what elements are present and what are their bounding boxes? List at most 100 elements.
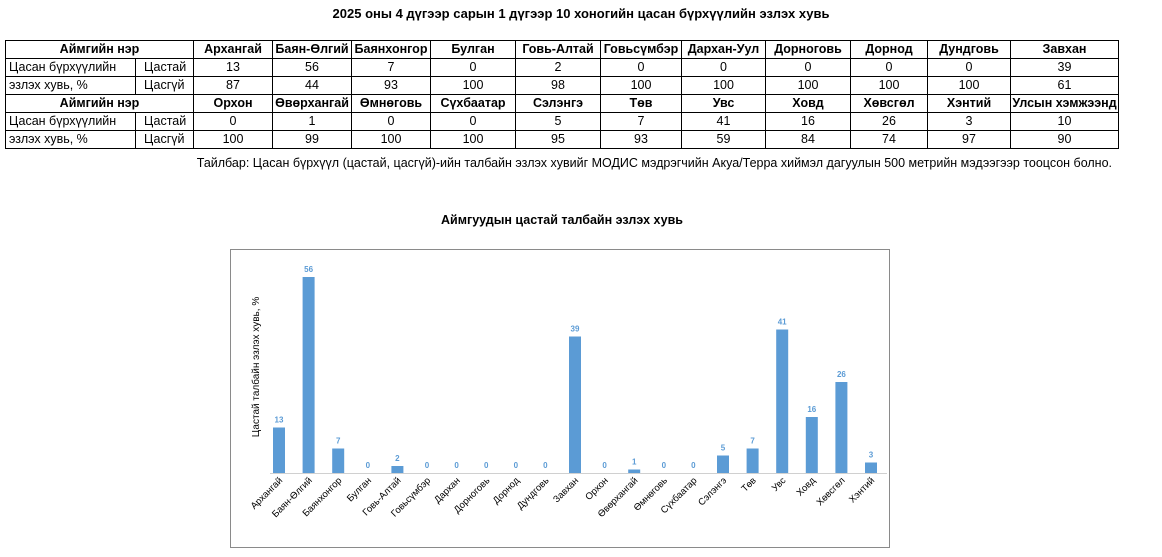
with-snow-value: 5 <box>515 112 601 131</box>
with-snow-value: 0 <box>351 112 431 131</box>
bar <box>746 448 759 473</box>
row-label-top: Цасан бүрхүүлийн <box>5 112 136 131</box>
bar <box>805 417 818 473</box>
province-name-cell: Говьсүмбэр <box>600 40 682 59</box>
bar-chart: Цастай талбайн эзлэх хувь, % 13Архангай56… <box>249 265 887 520</box>
data-label: 41 <box>778 318 787 327</box>
data-label: 26 <box>837 370 846 379</box>
data-label: 0 <box>691 461 696 470</box>
province-name-cell: Дорноговь <box>765 40 851 59</box>
province-name-cell: Увс <box>681 94 766 113</box>
province-name-cell: Хэнтий <box>927 94 1011 113</box>
data-label: 1 <box>632 458 637 467</box>
column-header-province: Аймгийн нэр <box>5 94 194 113</box>
table-header-row: Аймгийн нэр Архангай Баян-Өлгий Баянхонгор Б… <box>5 40 1119 59</box>
bar <box>628 469 641 473</box>
bar <box>332 448 345 473</box>
without-snow-value: 99 <box>272 130 352 149</box>
data-label: 16 <box>807 405 816 414</box>
province-name-cell: Төв <box>600 94 682 113</box>
with-snow-value: 0 <box>850 58 928 77</box>
without-snow-value: 59 <box>681 130 766 149</box>
table-note: Тайлбар: Цасан бүрхүүл (цастай, цасгүй)-… <box>196 156 1112 170</box>
with-snow-value: 0 <box>600 58 682 77</box>
bar <box>776 329 789 473</box>
without-snow-value: 100 <box>765 76 851 95</box>
bar <box>717 455 729 473</box>
with-snow-value: 10 <box>1010 112 1119 131</box>
chart-title: Аймгуудын цастай талбайн эзлэх хувь <box>441 213 683 227</box>
with-snow-value: 0 <box>430 112 516 131</box>
data-label: 7 <box>750 437 755 446</box>
without-snow-value: 90 <box>1010 130 1119 149</box>
without-snow-value: 98 <box>515 76 601 95</box>
data-label: 5 <box>721 444 726 453</box>
row-label-bottom: эзлэх хувь, % <box>5 76 136 95</box>
province-name-cell: Өмнөговь <box>351 94 431 113</box>
with-snow-value: 7 <box>351 58 431 77</box>
data-label: 0 <box>543 461 548 470</box>
without-snow-value: 100 <box>927 76 1011 95</box>
row-label-bottom: эзлэх хувь, % <box>5 130 136 149</box>
x-tick-label: Хөвсгөл <box>815 475 848 508</box>
with-snow-value: 56 <box>272 58 352 77</box>
x-tick-label: Булган <box>345 475 374 504</box>
x-tick-label: Дундговь <box>515 475 552 512</box>
table-row-without-snow: эзлэх хувь, % Цасгүй 87 44 93 100 98 100 100 100 1… <box>5 76 1119 95</box>
without-snow-value: 97 <box>927 130 1011 149</box>
province-name-cell: Архангай <box>193 40 273 59</box>
with-snow-value: 0 <box>430 58 516 77</box>
province-name-cell: Булган <box>430 40 516 59</box>
chart-area <box>230 249 890 548</box>
data-label: 0 <box>454 461 459 470</box>
with-snow-value: 16 <box>765 112 851 131</box>
province-name-cell: Дархан-Уул <box>681 40 766 59</box>
data-label: 0 <box>514 461 519 470</box>
bar <box>569 336 581 473</box>
province-name-cell: Дорнод <box>850 40 928 59</box>
row-label-top: Цасан бүрхүүлийн <box>5 58 136 77</box>
with-snow-value: 41 <box>681 112 766 131</box>
x-tick-label: Увс <box>770 475 789 494</box>
province-name-cell: Говь-Алтай <box>515 40 601 59</box>
with-snow-value: 26 <box>850 112 928 131</box>
province-name-cell: Баянхонгор <box>351 40 431 59</box>
column-header-province: Аймгийн нэр <box>5 40 194 59</box>
data-label: 0 <box>425 461 430 470</box>
bar <box>865 462 877 473</box>
without-snow-label: Цасгүй <box>135 130 194 149</box>
with-snow-value: 1 <box>272 112 352 131</box>
bar <box>835 382 848 473</box>
bar <box>273 427 285 473</box>
province-name-cell: Дундговь <box>927 40 1011 59</box>
province-name-cell: Баян-Өлгий <box>272 40 352 59</box>
without-snow-value: 84 <box>765 130 851 149</box>
without-snow-value: 93 <box>600 130 682 149</box>
province-name-cell: Сүхбаатар <box>430 94 516 113</box>
x-tick-label: Сэлэнгэ <box>696 475 729 508</box>
data-label: 7 <box>336 437 341 446</box>
table-row-without-snow: эзлэх хувь, % Цасгүй 100 99 100 100 95 93 59 84 74… <box>5 130 1119 149</box>
data-label: 13 <box>275 416 284 425</box>
snow-cover-table: Аймгийн нэр Архангай Баян-Өлгий Баянхонгор Б… <box>5 40 1119 149</box>
without-snow-value: 100 <box>681 76 766 95</box>
without-snow-value: 61 <box>1010 76 1119 95</box>
province-name-cell: Өвөрхангай <box>272 94 352 113</box>
with-snow-value: 0 <box>193 112 273 131</box>
with-snow-value: 39 <box>1010 58 1119 77</box>
without-snow-value: 100 <box>850 76 928 95</box>
table-header-row: Аймгийн нэр Орхон Өвөрхангай Өмнөговь Сүхбаа… <box>5 94 1119 113</box>
province-name-cell: Завхан <box>1010 40 1119 59</box>
y-axis-label: Цастай талбайн эзлэх хувь, % <box>250 297 262 438</box>
data-label: 2 <box>395 454 400 463</box>
without-snow-value: 74 <box>850 130 928 149</box>
data-label: 56 <box>304 265 313 274</box>
without-snow-value: 100 <box>193 130 273 149</box>
without-snow-value: 93 <box>351 76 431 95</box>
x-tick-label: Завхан <box>551 475 581 505</box>
without-snow-value: 100 <box>600 76 682 95</box>
x-tick-label: Орхон <box>583 475 610 502</box>
without-snow-value: 100 <box>351 130 431 149</box>
x-tick-label: Төв <box>740 475 759 494</box>
table-body: Аймгийн нэр Архангай Баян-Өлгий Баянхонгор Б… <box>5 40 1119 149</box>
